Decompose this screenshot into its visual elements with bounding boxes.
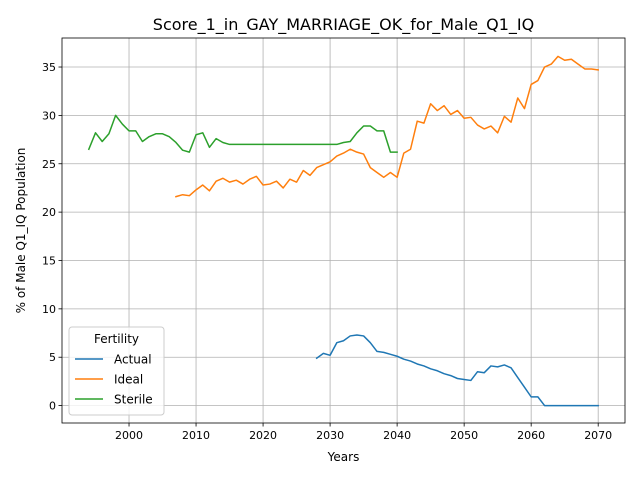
x-tick-label: 2040: [383, 429, 411, 442]
legend-box: [68, 326, 165, 416]
series-lines: [87, 55, 600, 407]
y-tick-label: 0: [49, 400, 56, 413]
series-line-ideal: [175, 55, 600, 198]
x-tick-label: 2070: [584, 429, 612, 442]
x-tick-label: 2020: [249, 429, 277, 442]
y-tick-label: 35: [42, 61, 56, 74]
x-tick-label: 2030: [316, 429, 344, 442]
y-axis-label: % of Male Q1_IQ Population: [14, 148, 28, 314]
y-tick-label: 20: [42, 206, 56, 219]
y-tick-label: 25: [42, 158, 56, 171]
x-tick-label: 2010: [182, 429, 210, 442]
legend-label-sterile: Sterile: [114, 393, 153, 407]
legend-label-actual: Actual: [114, 353, 152, 367]
plot-frame: [61, 37, 626, 424]
series-line-sterile: [87, 114, 398, 153]
axis-ticks: 2000 2010 2020 2030 2040 2050 2060 207005101520…: [42, 61, 612, 442]
x-tick-label: 2060: [517, 429, 545, 442]
x-axis-label: Years: [327, 450, 360, 464]
y-tick-label: 5: [49, 351, 56, 364]
legend-label-ideal: Ideal: [114, 373, 143, 387]
y-tick-label: 30: [42, 109, 56, 122]
legend-title: Fertility: [94, 332, 139, 346]
y-tick-label: 15: [42, 254, 56, 267]
x-tick-label: 2000: [115, 429, 143, 442]
y-tick-label: 10: [42, 303, 56, 316]
x-tick-label: 2050: [450, 429, 478, 442]
series-line-actual: [315, 334, 599, 407]
legend: Fertility Actual Ideal Sterile: [68, 326, 165, 416]
chart-title: Score_1_in_GAY_MARRIAGE_OK_for_Male_Q1_I…: [153, 15, 534, 35]
